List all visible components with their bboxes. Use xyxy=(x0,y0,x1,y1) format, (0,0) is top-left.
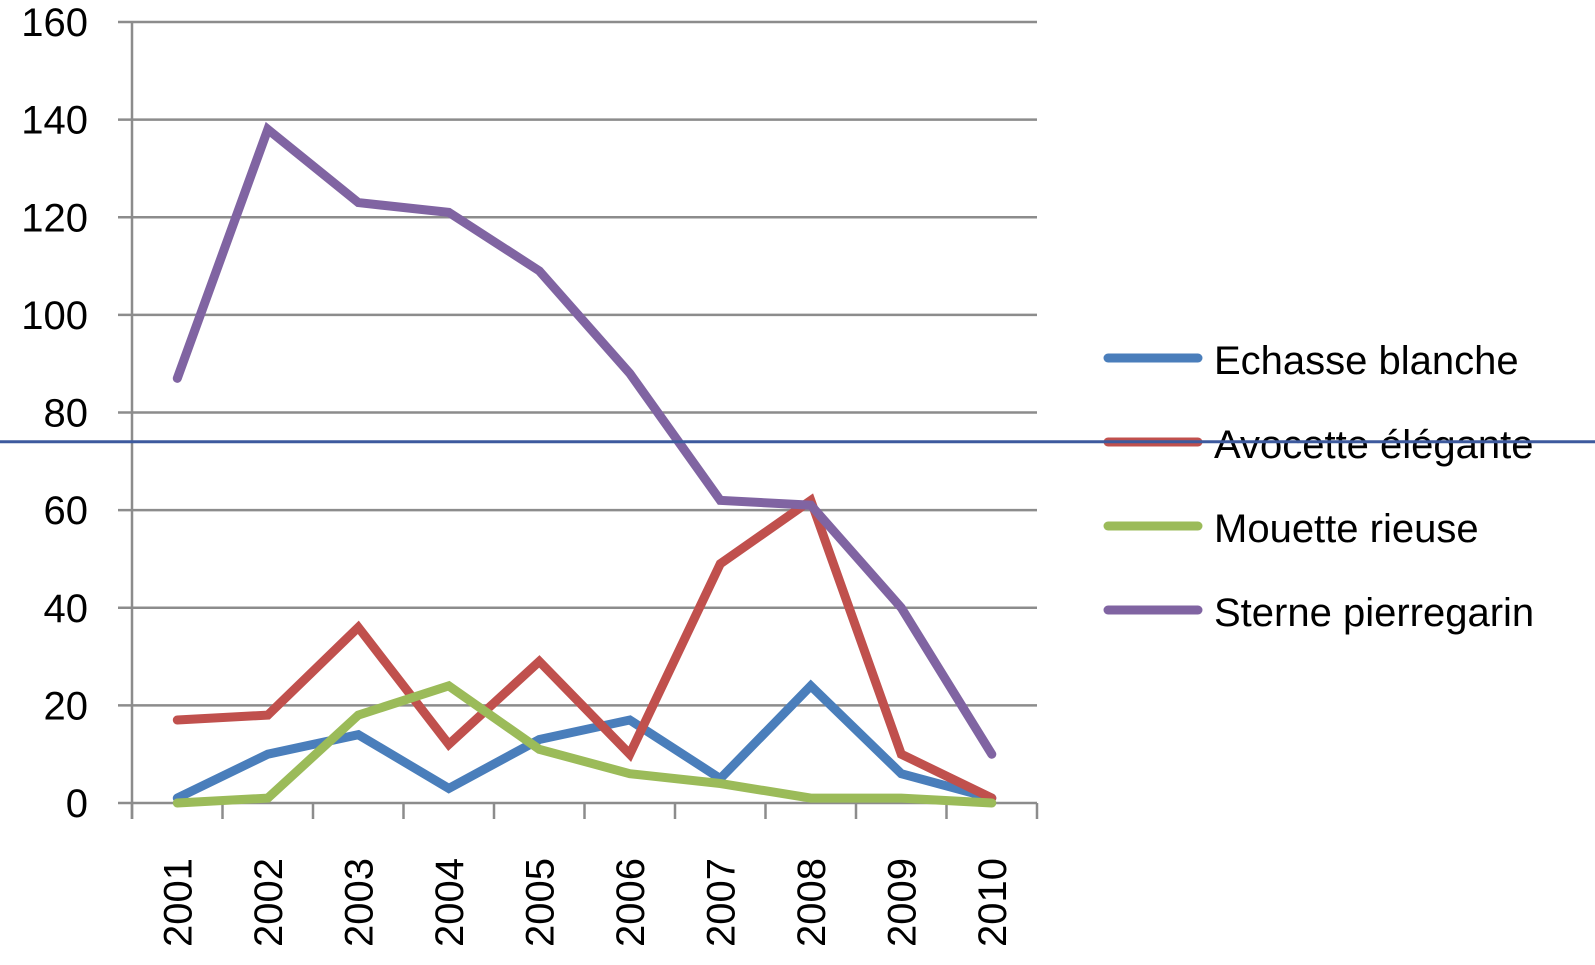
x-tick-label: 2002 xyxy=(247,858,291,947)
y-tick-label: 80 xyxy=(44,392,89,436)
x-tick-label: 2006 xyxy=(609,858,653,947)
axes xyxy=(118,20,1039,819)
y-tick-labels: 0 20 40 60 80 100 120 140 160 xyxy=(21,1,88,826)
y-tick-label: 120 xyxy=(21,196,88,240)
y-tick-label: 60 xyxy=(44,489,89,533)
series-line-4 xyxy=(172,121,997,759)
x-tick-label: 2008 xyxy=(790,858,834,947)
x-tick-label: 2004 xyxy=(428,858,472,947)
legend-label: Sterne pierregarin xyxy=(1214,591,1534,635)
x-tick-labels: 2001 2002 2003 2004 2005 2006 2007 2008 2009 2010 xyxy=(156,858,1015,947)
gridlines xyxy=(132,20,1037,707)
y-tick-label: 0 xyxy=(66,782,88,826)
y-tick-label: 160 xyxy=(21,1,88,45)
x-tick-label: 2003 xyxy=(337,858,381,947)
x-tick-label: 2005 xyxy=(518,858,562,947)
legend-label: Echasse blanche xyxy=(1214,339,1519,383)
x-tick-label: 2001 xyxy=(156,858,200,947)
y-tick-label: 100 xyxy=(21,294,88,338)
series-line-3 xyxy=(172,680,997,808)
legend-label: Avocette élégante xyxy=(1214,423,1534,467)
legend-label: Mouette rieuse xyxy=(1214,507,1479,551)
y-tick-label: 40 xyxy=(44,587,89,631)
y-tick-label: 140 xyxy=(21,99,88,143)
series-lines xyxy=(172,121,997,808)
legend: Echasse blanche Avocette élégante Mouette … xyxy=(1103,339,1534,635)
series-line-2 xyxy=(172,493,997,803)
x-tick-label: 2007 xyxy=(699,858,743,947)
y-tick-label: 20 xyxy=(44,684,89,728)
series-line-1 xyxy=(172,679,997,803)
x-tick-label: 2009 xyxy=(880,858,924,947)
x-tick-label: 2010 xyxy=(971,858,1015,947)
